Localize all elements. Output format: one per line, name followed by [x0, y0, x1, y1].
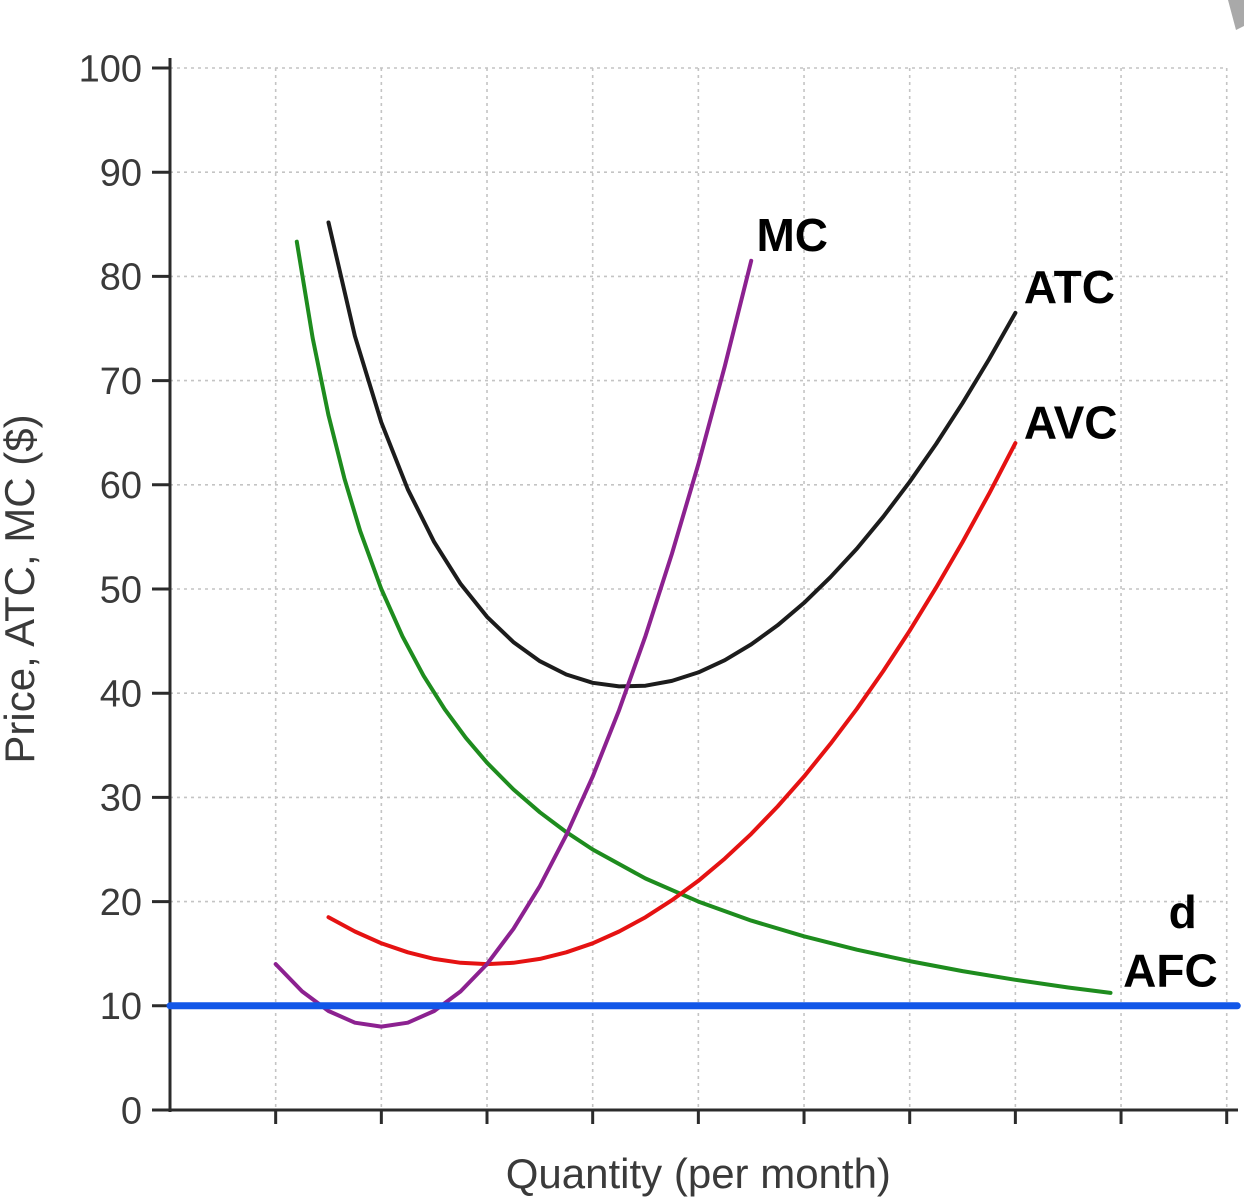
series-atc-curve	[326, 220, 1018, 689]
y-tick-label: 100	[79, 48, 142, 90]
series-atc-label: ATC	[1024, 261, 1115, 313]
y-tick-label: 40	[100, 674, 142, 716]
y-tick-label: 10	[100, 986, 142, 1028]
y-tick-label: 70	[100, 361, 142, 403]
corner-artifact	[1228, 0, 1244, 30]
series-mc-label: MC	[756, 209, 828, 261]
y-tick-label: 20	[100, 882, 142, 924]
series-mc-curve	[273, 258, 754, 1029]
series-afc-curve	[294, 239, 1113, 995]
series-d-label: d	[1169, 886, 1197, 938]
y-tick-label: 80	[100, 257, 142, 299]
y-axis-title: Price, ATC, MC ($)	[0, 414, 43, 763]
y-tick-label: 30	[100, 778, 142, 820]
series-avc-label: AVC	[1024, 396, 1118, 448]
y-tick-label: 60	[100, 465, 142, 507]
y-tick-label: 90	[100, 153, 142, 195]
y-tick-label: 0	[121, 1090, 142, 1132]
x-axis-title: Quantity (per month)	[506, 1150, 891, 1197]
y-tick-label: 50	[100, 569, 142, 611]
series-afc-label: AFC	[1123, 944, 1218, 996]
series-avc-curve	[326, 441, 1018, 967]
